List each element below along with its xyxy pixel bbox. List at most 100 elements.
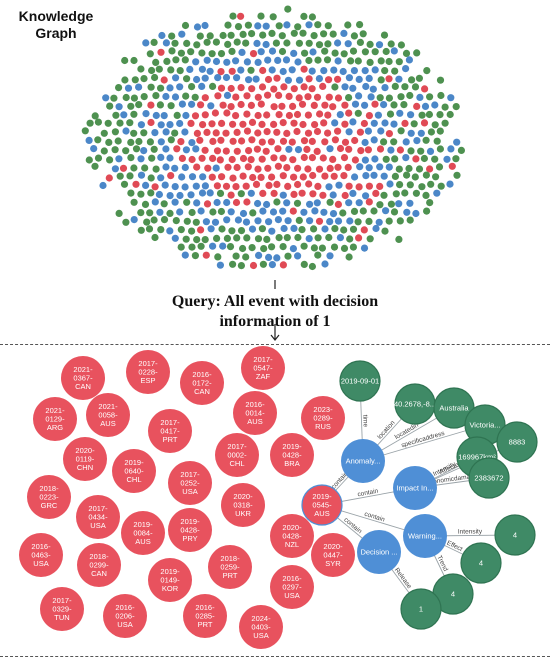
cloud-node [177,243,185,251]
event-node[interactable]: 2017-0228-ESP [126,350,170,394]
attribute-node[interactable]: 8883 [496,421,538,463]
event-node[interactable]: 2016-0206-USA [103,594,147,638]
event-node-label: 0367- [73,374,93,383]
cloud-node [249,261,258,270]
cloud-node [91,162,99,170]
cloud-node [130,129,138,137]
event-node[interactable]: 2023-0289-RUS [301,396,345,440]
event-node[interactable]: 2018-0259-PRT [208,545,252,589]
event-node-label: USA [117,620,132,629]
cloud-node [247,189,255,197]
cloud-node [355,92,363,100]
event-node[interactable]: 2021-0058-AUS [86,393,130,437]
attribute-node-circle [496,421,538,463]
cloud-node [248,118,257,126]
category-node[interactable]: Anomaly... [341,439,385,483]
cloud-node [157,138,165,146]
event-node[interactable]: 2020-0447-SYR [311,533,355,577]
cloud-node [305,21,313,29]
cloud-node [222,129,230,137]
cloud-node [303,145,311,153]
event-node-circle [148,409,192,453]
attribute-node[interactable]: 1 [400,588,442,630]
event-node[interactable]: 2018-0223-GRC [27,475,71,519]
event-node[interactable]: 2017-0002-CHL [215,433,259,477]
event-node[interactable]: 2017-0252-USA [168,461,212,505]
attribute-node[interactable]: 40.2678,-8... [394,383,436,425]
event-node[interactable]: 2020-0119-CHN [63,437,107,481]
cloud-node [100,129,108,137]
cloud-node [320,67,328,75]
cloud-node [313,199,321,207]
event-node[interactable]: 2019-0428-PRY [168,508,212,552]
category-node[interactable]: Decision ... [357,530,401,574]
event-node[interactable]: 2021-0129-ARG [33,397,77,441]
event-node-label: USA [182,487,197,496]
event-node[interactable]: 2016-0172-CAN [180,361,224,405]
cloud-node [294,252,302,260]
cloud-node [254,93,262,101]
cloud-node [431,155,439,163]
event-node[interactable]: 2018-0299-CAN [77,543,121,587]
cloud-node [395,75,403,83]
cloud-node [188,208,196,217]
event-node-label: 2019- [180,517,200,526]
event-node[interactable]: 2019-0640-CHL [112,449,156,493]
attribute-node[interactable]: 2019-09-01 [339,360,381,402]
category-node[interactable]: Warning... [403,514,447,558]
cloud-node [360,244,369,252]
cloud-node [289,102,297,110]
selected-event-node[interactable]: 2019-0545-AUS [301,484,343,526]
event-node-circle [215,433,259,477]
event-node[interactable]: 2017-0434-USA [76,495,120,539]
event-node[interactable]: 2021-0367-CAN [61,356,105,400]
cloud-node [157,121,165,129]
event-node[interactable]: 2016-0297-USA [270,565,314,609]
event-node[interactable]: 2019-0149-KOR [148,558,192,602]
event-node[interactable]: 2017-0547-ZAF [241,346,285,390]
edge-label: Trend [435,554,449,572]
cloud-node [283,164,291,172]
cloud-node [217,136,225,144]
cloud-node [137,155,145,163]
cloud-node [366,58,374,66]
event-node[interactable]: 2017-0417-PRT [148,409,192,453]
cloud-node [193,199,201,207]
event-node[interactable]: 2019-0084-AUS [121,511,165,555]
cloud-node [229,174,237,182]
edge-label: Release [393,567,413,591]
attribute-node[interactable]: 4 [460,542,502,584]
category-node[interactable]: Impact In... [393,466,437,510]
cloud-node [331,83,339,91]
event-node[interactable]: 2020-0318-UKR [221,483,265,527]
event-node[interactable]: 2016-0285-PRT [183,594,227,638]
event-node-label: NZL [285,540,299,549]
cloud-node [274,56,282,64]
event-node[interactable]: 2024-0403-USA [239,605,283,649]
attribute-node[interactable]: 4 [494,514,536,556]
cloud-node [283,234,291,242]
cloud-node [130,164,138,172]
cloud-node [326,164,334,172]
cloud-node [224,21,232,29]
event-node[interactable]: 2016-0014-AUS [233,391,277,435]
cloud-node [239,172,247,180]
event-node[interactable]: 2020-0428-NZL [270,514,314,558]
cloud-node [263,235,271,243]
cloud-node [232,93,240,101]
event-node[interactable]: 2016-0463-USA [19,533,63,577]
edge-label: contain [363,511,385,524]
event-node-circle [121,511,165,555]
cloud-node [402,138,410,146]
cloud-node [300,83,308,91]
cloud-node [284,182,292,190]
cloud-node [116,119,124,127]
event-node[interactable]: 2019-0428-BRA [270,433,314,477]
cloud-node [193,236,201,244]
event-node-label: 0058- [98,411,118,420]
cloud-node [166,84,174,92]
attribute-node[interactable]: 2383672 [468,457,510,499]
event-node[interactable]: 2017-0329-TUN [40,587,84,631]
event-node-label: 2021- [98,402,118,411]
cloud-node [146,209,154,217]
